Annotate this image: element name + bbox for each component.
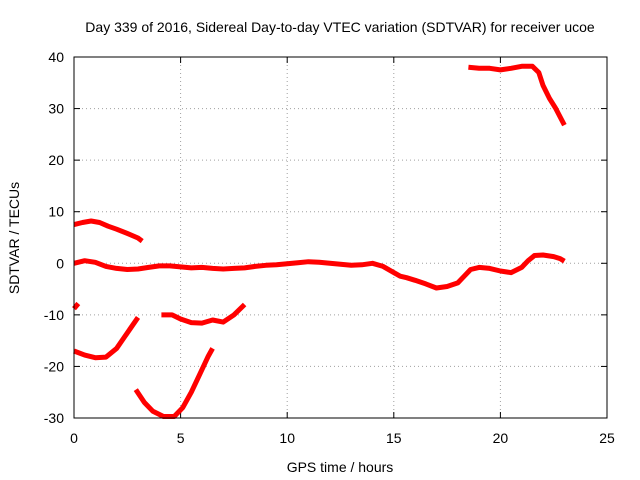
plot-frame: [73, 56, 608, 419]
y-tick-label: 0: [56, 255, 64, 271]
y-tick-label: 30: [48, 101, 64, 117]
series-seg-bowl: [133, 347, 215, 419]
x-tick-label: 10: [279, 430, 295, 446]
series-seg-upper-right: [468, 63, 567, 127]
y-tick-label: -10: [44, 307, 64, 323]
series-seg-upper-left: [73, 218, 144, 244]
x-tick-label: 20: [493, 430, 509, 446]
series-seg-mid-minus11: [161, 302, 247, 326]
x-tick-label: 15: [386, 430, 402, 446]
y-tick-label: 10: [48, 204, 64, 220]
axis-ticks: 0 5 10 15 20 25 -30 -20 -10 0 10 20 30 40: [44, 49, 615, 446]
y-tick-label: -30: [44, 410, 64, 426]
y-tick-label: 20: [48, 152, 64, 168]
y-axis-label: SDTVAR / TECUs: [6, 182, 22, 294]
x-tick-label: 0: [70, 430, 78, 446]
y-tick-label: -20: [44, 358, 64, 374]
series-seg-lower-left: [73, 315, 141, 361]
series-group: [72, 63, 567, 419]
grid: [74, 57, 607, 418]
chart-title: Day 339 of 2016, Sidereal Day-to-day VTE…: [85, 19, 595, 35]
x-axis-label: GPS time / hours: [287, 459, 394, 475]
x-tick-label: 25: [599, 430, 615, 446]
series-main: [73, 252, 566, 291]
series-seg-left-minus8: [72, 301, 81, 311]
y-tick-label: 40: [48, 49, 64, 65]
x-tick-label: 5: [177, 430, 185, 446]
